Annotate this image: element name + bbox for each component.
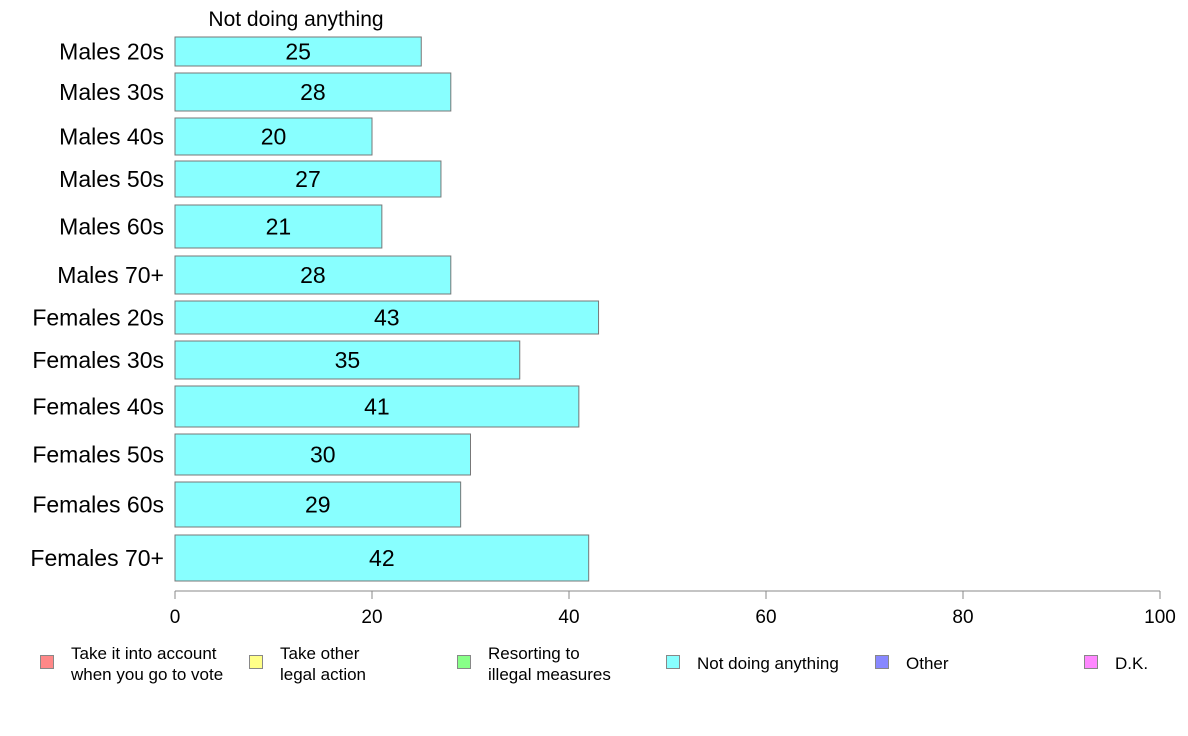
x-tick-label: 60: [755, 607, 776, 628]
legend-label-line: D.K.: [1115, 654, 1149, 673]
legend-swatch: [666, 655, 680, 669]
category-label: Males 60s: [59, 214, 164, 240]
x-tick-label: 0: [170, 607, 181, 628]
category-label: Females 60s: [32, 492, 164, 518]
category-label: Females 20s: [32, 305, 164, 331]
legend-label-line: Take it into account: [71, 644, 217, 663]
legend-label: Take it into account when you go to vote: [71, 643, 223, 685]
bar-value-label: 42: [369, 545, 395, 571]
x-axis: 0 20 40 60 80 100: [170, 590, 1176, 628]
category-label: Males 40s: [59, 124, 164, 150]
x-tick-label: 40: [558, 607, 579, 628]
legend-label-line: Take other: [280, 644, 360, 663]
bar-value-label: 43: [374, 305, 400, 331]
legend-swatch: [457, 655, 471, 669]
category-label: Females 30s: [32, 347, 164, 373]
legend-swatch: [875, 655, 889, 669]
bar-value-label: 25: [285, 39, 311, 65]
bar-value-label: 20: [261, 124, 287, 150]
bar: [174, 117, 373, 156]
bar-value-label: 29: [305, 492, 331, 518]
bar: [174, 300, 600, 335]
bar: [174, 160, 442, 198]
legend-label-line: legal action: [280, 665, 367, 684]
category-label: Females 70+: [30, 545, 164, 571]
legend-label: Not doing anything: [697, 653, 839, 674]
category-label: Males 30s: [59, 79, 164, 105]
bar: [174, 255, 452, 295]
legend-label-line: Not doing anything: [697, 654, 839, 673]
legend-swatch: [1084, 655, 1098, 669]
bar: [174, 204, 383, 249]
category-label: Females 50s: [32, 442, 164, 468]
category-label: Females 40s: [32, 394, 164, 420]
x-tick-label: 20: [361, 607, 382, 628]
x-tick-label: 100: [1144, 607, 1176, 628]
chart-title: Not doing anything: [208, 8, 383, 31]
legend-label: Resorting to illegal measures: [488, 643, 611, 685]
bar-value-label: 27: [295, 166, 321, 192]
bar-value-label: 30: [310, 442, 336, 468]
legend-item: Not doing anything: [666, 653, 839, 674]
legend-label: D.K.: [1115, 653, 1148, 674]
x-tick-label: 80: [952, 607, 973, 628]
bars-group: 25 Males 20s 28 Males 30s 20 Males 40s 27 Males…: [30, 36, 600, 582]
bar: [174, 72, 452, 112]
bar-value-label: 28: [300, 79, 326, 105]
legend-item: Take other legal action: [249, 643, 366, 685]
bar-value-label: 41: [364, 394, 390, 420]
bar: [174, 433, 471, 476]
legend-label-line: Resorting to: [488, 644, 580, 663]
legend-item: Take it into account when you go to vote: [40, 643, 223, 685]
bar: [174, 385, 580, 428]
legend-item: Other: [875, 653, 949, 674]
bar: [174, 340, 521, 380]
bar: [174, 534, 590, 582]
legend-swatch: [40, 655, 54, 669]
legend-label: Other: [906, 653, 949, 674]
category-label: Males 70+: [57, 262, 164, 288]
bar: [174, 481, 462, 528]
legend-label-line: when you go to vote: [71, 665, 224, 684]
legend-label-line: illegal measures: [488, 665, 611, 684]
bar: [174, 36, 422, 67]
legend-item: D.K.: [1084, 653, 1148, 674]
legend: Take it into account when you go to vote T…: [0, 643, 1188, 693]
bar-value-label: 21: [266, 214, 292, 240]
legend-item: Resorting to illegal measures: [457, 643, 611, 685]
bar-value-label: 28: [300, 262, 326, 288]
bar-value-label: 35: [335, 347, 361, 373]
category-label: Males 50s: [59, 166, 164, 192]
legend-label-line: Other: [906, 654, 949, 673]
legend-swatch: [249, 655, 263, 669]
category-label: Males 20s: [59, 39, 164, 65]
legend-label: Take other legal action: [280, 643, 366, 685]
